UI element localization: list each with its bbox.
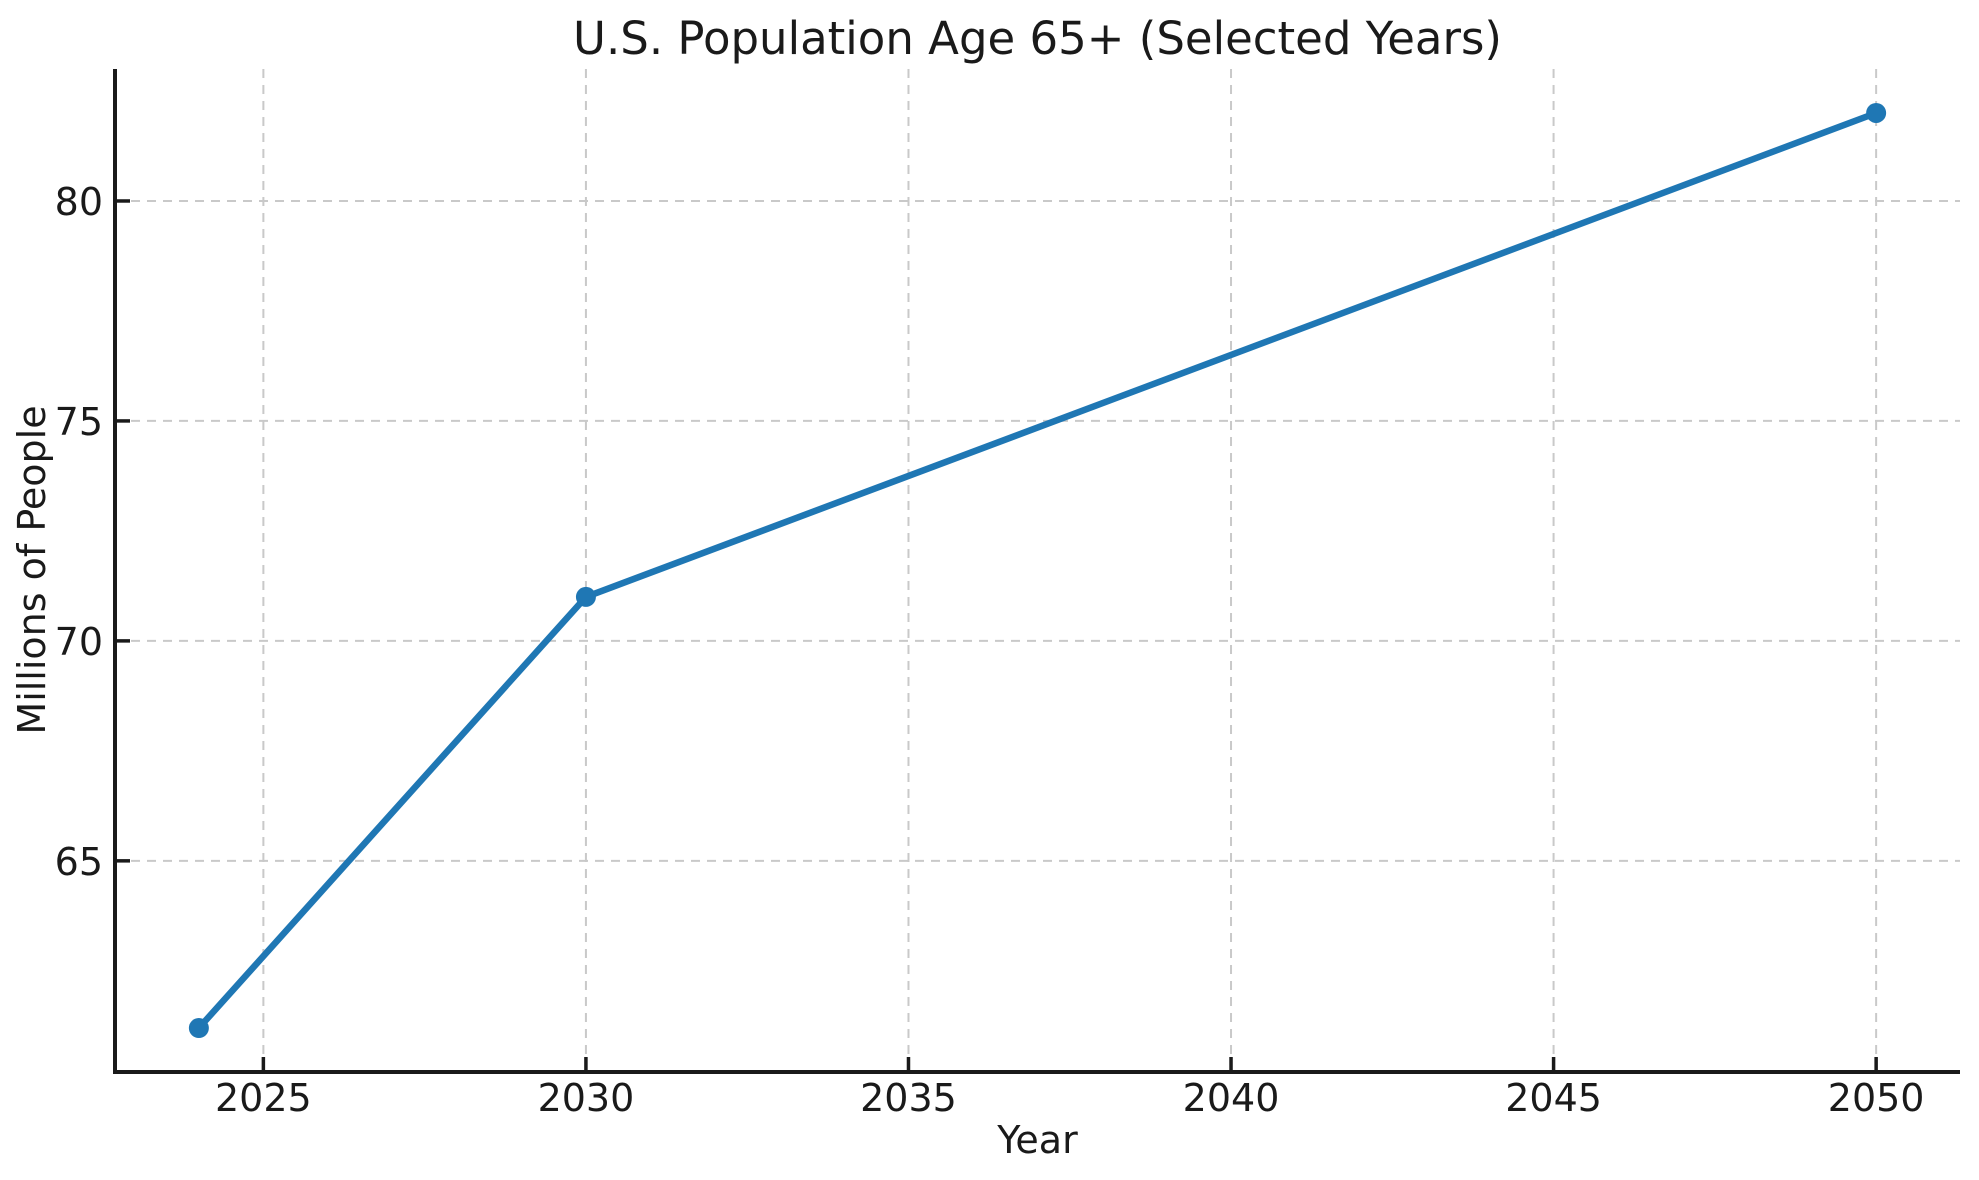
tick-label-x-2040: 2040: [1183, 1076, 1280, 1120]
tick-label-y-70: 70: [55, 620, 103, 664]
data-point-2050: [1866, 102, 1887, 123]
tick-label-y-65: 65: [55, 840, 103, 884]
tick-label-y-75: 75: [55, 400, 103, 444]
x-axis-label: Year: [997, 1118, 1078, 1162]
tick-label-y-80: 80: [55, 180, 103, 224]
tick-label-x-2050: 2050: [1828, 1076, 1925, 1120]
data-point-2030: [575, 586, 596, 607]
tick-label-x-2045: 2045: [1505, 1076, 1602, 1120]
data-line: [195, 109, 1880, 1032]
data-point-2024: [188, 1018, 209, 1039]
tick-label-x-2035: 2035: [860, 1076, 957, 1120]
y-axis-label: Millions of People: [10, 405, 54, 735]
tick-label-x-2025: 2025: [215, 1076, 312, 1120]
tick-label-x-2030: 2030: [538, 1076, 635, 1120]
chart-title: U.S. Population Age 65+ (Selected Years): [573, 12, 1502, 65]
